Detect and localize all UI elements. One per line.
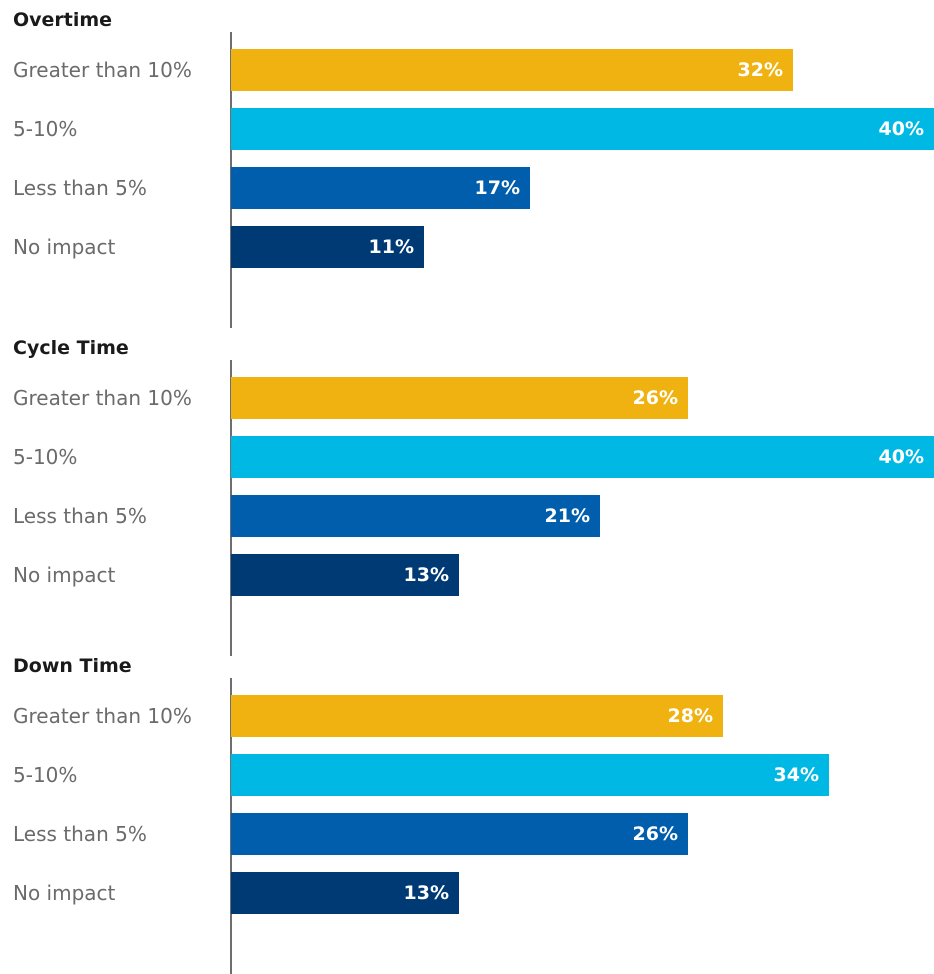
category-label: Less than 5% (13, 504, 147, 528)
data-label: 11% (368, 236, 414, 258)
data-label: 40% (878, 118, 924, 140)
data-label: 13% (403, 882, 449, 904)
data-label: 26% (632, 823, 678, 845)
category-label: Greater than 10% (13, 704, 192, 728)
bar: 32% (231, 49, 793, 91)
bar: 40% (231, 108, 934, 150)
category-label: No impact (13, 881, 116, 905)
data-label: 34% (773, 764, 819, 786)
data-label: 32% (737, 59, 783, 81)
data-label: 17% (474, 177, 520, 199)
category-label: 5-10% (13, 763, 78, 787)
category-label: 5-10% (13, 117, 78, 141)
category-label: Less than 5% (13, 176, 147, 200)
bar: 26% (231, 813, 688, 855)
category-label: No impact (13, 563, 116, 587)
bar: 34% (231, 754, 829, 796)
bar-chart-group: Overtime Greater than 10% 32% 5-10% 40% Less … (13, 9, 934, 974)
bar: 21% (231, 495, 600, 537)
bar: 13% (231, 554, 459, 596)
bar: 40% (231, 436, 934, 478)
data-label: 40% (878, 446, 924, 468)
bar: 11% (231, 226, 424, 268)
data-label: 13% (403, 564, 449, 586)
data-label: 26% (632, 387, 678, 409)
data-label: 28% (667, 705, 713, 727)
chart-title: Cycle Time (13, 337, 129, 359)
category-label: Greater than 10% (13, 58, 192, 82)
bar: 26% (231, 377, 688, 419)
data-label: 21% (544, 505, 590, 527)
category-label: 5-10% (13, 445, 78, 469)
bar: 17% (231, 167, 530, 209)
chart-title: Overtime (13, 9, 113, 31)
bar: 13% (231, 872, 459, 914)
category-label: Less than 5% (13, 822, 147, 846)
bar: 28% (231, 695, 723, 737)
category-label: Greater than 10% (13, 386, 192, 410)
category-label: No impact (13, 235, 116, 259)
chart-title: Down Time (13, 655, 132, 677)
